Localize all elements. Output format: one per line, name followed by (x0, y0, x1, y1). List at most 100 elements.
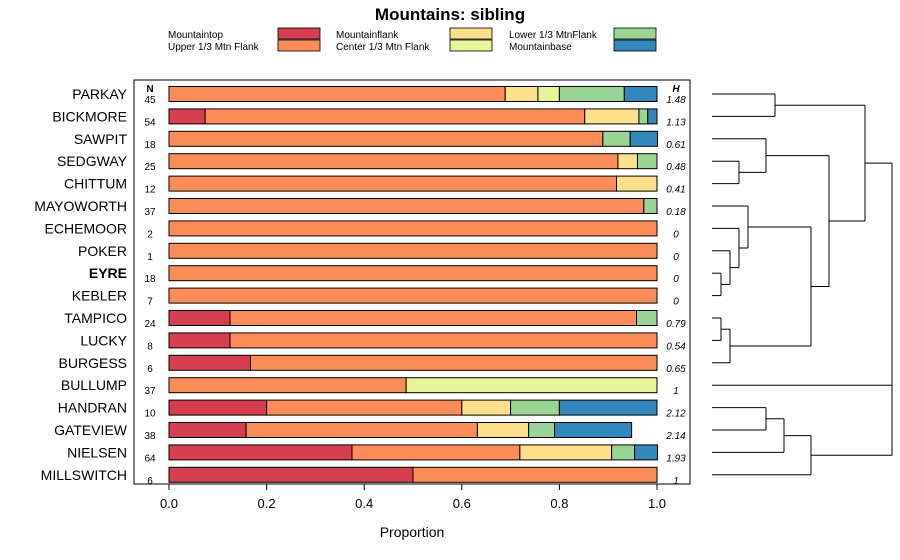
chart-title: Mountains: sibling (375, 5, 525, 24)
row-label-sedgway: SEDGWAY (57, 153, 128, 169)
legend-swatch-mountaintop (277, 27, 321, 40)
bar-segment-nielsen-upper-1-3-mtn-flank (351, 444, 521, 461)
h-value-kebler: 0 (673, 297, 679, 308)
legend-label-lower-1-3-mtnflank: Lower 1/3 MtnFlank (509, 30, 598, 41)
n-value-sedgway: 25 (144, 162, 156, 173)
row-label-kebler: KEBLER (72, 288, 127, 304)
n-value-chittum: 12 (144, 185, 156, 196)
bar-segment-lucky-mountaintop (168, 332, 231, 349)
row-label-echemoor: ECHEMOOR (45, 220, 127, 236)
bar-segment-burgess-upper-1-3-mtn-flank (249, 354, 658, 371)
h-value-eyre: 0 (673, 274, 679, 285)
row-label-handran: HANDRAN (58, 400, 127, 416)
row-label-burgess: BURGESS (59, 355, 127, 371)
n-value-parkay: 45 (144, 95, 156, 106)
h-value-tampico: 0.79 (666, 319, 686, 330)
x-tick-label-1: 0.2 (258, 496, 276, 511)
bar-segment-eyre-upper-1-3-mtn-flank (168, 265, 658, 282)
n-value-lucky: 8 (147, 341, 153, 352)
h-value-parkay: 1.48 (666, 95, 686, 106)
legend-label-mountainflank: Mountainflank (336, 30, 399, 41)
bar-segment-mayoworth-lower-1-3-mtnflank (643, 198, 658, 214)
h-header: H (672, 84, 680, 95)
bar-segment-gateview-mountainbase (554, 422, 633, 438)
n-value-kebler: 7 (147, 297, 153, 308)
bar-segment-nielsen-lower-1-3-mtnflank (611, 444, 636, 461)
n-header: N (146, 84, 153, 95)
legend-label-upper-1-3-mtn-flank: Upper 1/3 Mtn Flank (168, 42, 260, 53)
row-label-gateview: GATEVIEW (54, 422, 128, 438)
x-tick-label-5: 1.0 (648, 496, 666, 511)
h-value-millswitch: 1 (673, 476, 679, 487)
bar-segment-lucky-upper-1-3-mtn-flank (229, 332, 658, 349)
h-value-bickmore: 1.13 (666, 117, 686, 128)
bar-segment-bickmore-mountaintop (168, 108, 206, 125)
plot-frame (133, 79, 691, 485)
n-value-poker: 1 (147, 252, 153, 263)
bar-segment-parkay-center-1-3-mtn-flank (537, 86, 560, 102)
bar-segment-bickmore-lower-1-3-mtnflank (638, 108, 649, 125)
bar-segment-bullump-upper-1-3-mtn-flank (168, 377, 407, 394)
bar-segment-nielsen-mountainbase (634, 444, 658, 461)
x-tick-label-0: 0.0 (160, 496, 178, 511)
bar-group (168, 86, 658, 483)
bar-segment-mayoworth-upper-1-3-mtn-flank (168, 198, 645, 214)
bar-segment-gateview-mountainflank (476, 422, 530, 438)
row-label-eyre: EYRE (89, 265, 127, 281)
x-tick-label-2: 0.4 (355, 496, 373, 511)
bar-segment-tampico-upper-1-3-mtn-flank (229, 310, 638, 326)
bar-segment-poker-upper-1-3-mtn-flank (168, 242, 658, 259)
bar-segment-parkay-mountainflank (504, 86, 539, 102)
bar-segment-gateview-lower-1-3-mtnflank (528, 422, 556, 438)
bar-segment-tampico-mountaintop (168, 310, 231, 326)
bar-segment-gateview-mountaintop (168, 422, 247, 438)
x-tick-label-4: 0.8 (550, 496, 568, 511)
x-tick-label-3: 0.6 (453, 496, 471, 511)
row-label-sawpit: SAWPIT (74, 131, 128, 147)
row-label-nielsen: NIELSEN (67, 444, 127, 460)
n-value-eyre: 18 (144, 274, 156, 285)
bar-segment-millswitch-mountaintop (168, 466, 414, 483)
bar-segment-burgess-mountaintop (168, 354, 251, 371)
row-label-lucky: LUCKY (80, 332, 127, 348)
bar-segment-bickmore-mountainflank (584, 108, 640, 125)
h-value-mayoworth: 0.18 (666, 207, 686, 218)
legend-label-mountaintop: Mountaintop (168, 30, 223, 41)
legend-swatch-upper-1-3-mtn-flank (277, 39, 321, 52)
legend-swatch-center-1-3-mtn-flank (449, 39, 493, 52)
legend-label-center-1-3-mtn-flank: Center 1/3 Mtn Flank (336, 42, 430, 53)
row-label-bickmore: BICKMORE (52, 108, 127, 124)
n-value-nielsen: 64 (144, 453, 156, 464)
x-axis: 0.0 0.2 0.4 0.6 0.8 1.0 (160, 484, 666, 511)
n-value-handran: 10 (144, 409, 156, 420)
row-label-parkay: PARKAY (72, 86, 127, 102)
n-value-burgess: 6 (147, 364, 153, 375)
bar-segment-nielsen-mountaintop (168, 444, 353, 461)
row-label-bullump: BULLUMP (61, 377, 127, 393)
bar-segment-bickmore-mountainbase (647, 108, 658, 125)
x-axis-label: Proportion (380, 524, 445, 540)
n-value-sawpit: 18 (144, 140, 156, 151)
bar-segment-nielsen-mountainflank (519, 444, 613, 461)
h-value-poker: 0 (673, 252, 679, 263)
n-value-gateview: 38 (144, 431, 156, 442)
row-label-millswitch: MILLSWITCH (41, 467, 127, 483)
bar-segment-handran-mountaintop (168, 399, 268, 416)
bar-segment-chittum-upper-1-3-mtn-flank (168, 175, 617, 192)
legend-label-mountainbase: Mountainbase (509, 42, 572, 53)
bar-segment-parkay-upper-1-3-mtn-flank (168, 86, 506, 102)
h-value-chittum: 0.41 (666, 185, 685, 196)
bar-segment-sedgway-upper-1-3-mtn-flank (168, 153, 619, 170)
h-value-burgess: 0.65 (666, 364, 686, 375)
h-value-sedgway: 0.48 (666, 162, 686, 173)
bar-segment-millswitch-upper-1-3-mtn-flank (412, 466, 658, 483)
h-value-lucky: 0.54 (666, 341, 686, 352)
bar-segment-sawpit-lower-1-3-mtnflank (602, 130, 631, 147)
row-label-chittum: CHITTUM (64, 176, 127, 192)
n-value-bickmore: 54 (144, 117, 156, 128)
row-label-tampico: TAMPICO (64, 310, 127, 326)
bar-segment-gateview-upper-1-3-mtn-flank (245, 422, 478, 438)
